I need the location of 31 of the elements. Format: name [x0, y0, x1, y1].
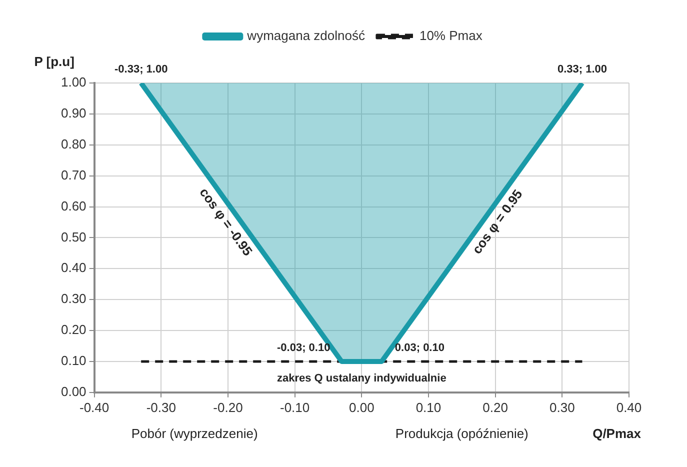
legend-label: wymagana zdolność — [246, 28, 366, 44]
y-tick-label: 1.00 — [60, 74, 86, 90]
y-tick-label: 0.60 — [60, 198, 86, 214]
y-tick-label: 0.10 — [60, 353, 86, 368]
x-tick-label: -0.30 — [146, 400, 176, 415]
y-tick-label: 0.30 — [60, 291, 86, 306]
data-label: -0.33; 1.00 — [114, 64, 168, 76]
x-tick-label: -0.20 — [213, 400, 243, 415]
y-tick-label: 0.40 — [60, 260, 86, 276]
x-tick-label: -0.40 — [79, 400, 110, 415]
x-tick-label: 0.30 — [550, 400, 575, 415]
y-tick-label: 0.80 — [60, 136, 86, 152]
text: Produkcja (opóźnienie) — [395, 426, 528, 441]
y-tick-label: 0.20 — [60, 322, 86, 338]
y-tick-label: 0.70 — [60, 167, 86, 182]
x-tick-label: 0.00 — [348, 400, 374, 415]
data-label: 0.03; 0.10 — [394, 342, 444, 354]
legend-label: 10% Pmax — [419, 28, 483, 44]
annotation: zakres Q ustalany indywidualnie — [276, 372, 446, 384]
data-label: 0.33; 1.00 — [557, 64, 607, 76]
y-tick-label: 0.00 — [60, 384, 86, 399]
y-tick-label: 0.90 — [60, 106, 86, 121]
text: Pobór (wyprzedzenie) — [131, 426, 258, 441]
x-tick-label: 0.40 — [616, 400, 642, 415]
x-tick-label: -0.10 — [280, 400, 310, 415]
x-axis-title: Q/Pmax — [592, 426, 642, 441]
y-tick-label: 0.50 — [60, 229, 86, 244]
data-label: -0.03; 0.10 — [277, 342, 330, 354]
x-tick-label: 0.20 — [482, 400, 508, 415]
y-axis-title: P [p.u] — [34, 54, 74, 70]
x-tick-label: 0.10 — [416, 400, 442, 415]
